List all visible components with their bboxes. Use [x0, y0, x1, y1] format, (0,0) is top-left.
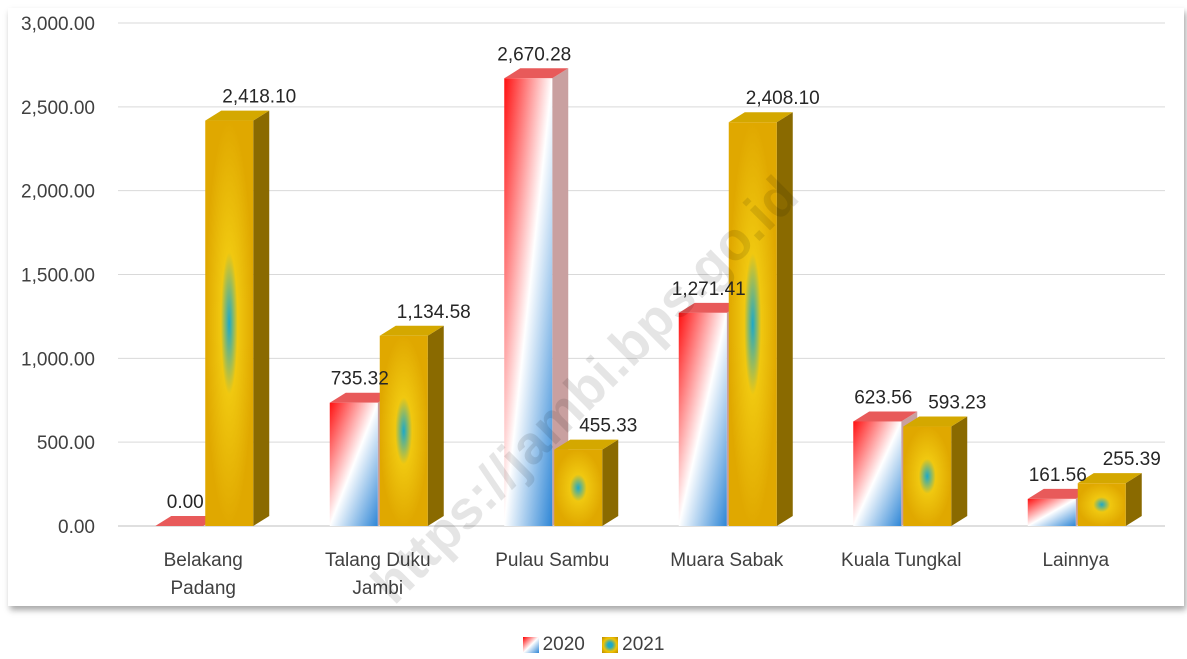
data-label-2021: 455.33: [579, 416, 637, 437]
bar-2021-4: [903, 416, 968, 526]
bar-front: [1027, 498, 1076, 526]
bar-side: [253, 110, 270, 526]
bar-top: [853, 411, 918, 422]
data-label-2021: 255.39: [1103, 449, 1161, 470]
bar-2021-1: [379, 325, 444, 526]
bar-front: [903, 426, 952, 526]
bar-top: [554, 439, 619, 450]
legend-item-2020: 2020: [522, 634, 585, 656]
bar-side: [776, 112, 793, 527]
bar-side: [427, 325, 444, 526]
data-label-2020: 623.56: [854, 387, 912, 408]
bar-front: [554, 449, 603, 526]
y-tick-label: 2,500.00: [21, 98, 95, 119]
bar-2020-0: [155, 516, 220, 526]
bar-front: [678, 312, 727, 526]
data-label-2020: 735.32: [331, 369, 389, 390]
bar-top: [379, 325, 444, 336]
bar-2020-2: [504, 68, 569, 526]
bar-top: [155, 516, 220, 526]
y-tick-label: 1,000.00: [21, 349, 95, 370]
legend-swatch-2020: [522, 637, 539, 653]
bar-top: [728, 112, 793, 123]
category-label: Muara Sabak: [670, 550, 784, 571]
data-label-2020: 1,271.41: [672, 279, 746, 300]
bar-side: [552, 68, 569, 526]
data-label-2020: 2,670.28: [497, 44, 571, 65]
bar-front: [379, 335, 428, 526]
legend-swatch-2021: [602, 637, 619, 653]
y-tick-label: 1,500.00: [21, 266, 95, 287]
bar-front: [329, 402, 378, 526]
category-label: Pulau Sambu: [495, 550, 609, 571]
legend: 2020 2021: [0, 634, 1187, 659]
bar-side: [951, 416, 968, 526]
bar-front: [205, 120, 254, 526]
data-label-2021: 1,134.58: [397, 302, 471, 323]
bar-top: [205, 110, 270, 121]
y-tick-label: 2,000.00: [21, 182, 95, 203]
bar-top: [1077, 473, 1142, 484]
legend-label-2020: 2020: [542, 634, 585, 655]
legend-item-2021: 2021: [602, 634, 664, 656]
data-label-2021: 2,408.10: [746, 88, 820, 109]
category-label: Lainnya: [1042, 550, 1109, 571]
category-label: Kuala Tungkal: [841, 550, 961, 571]
bar-front: [504, 78, 553, 526]
bar-2021-0: [205, 110, 270, 526]
bar-top: [678, 302, 743, 313]
y-tick-label: 0.00: [58, 517, 95, 538]
data-label-2020: 161.56: [1029, 465, 1087, 486]
data-label-2020: 0.00: [167, 492, 204, 513]
bar-2021-2: [554, 439, 619, 526]
category-label: Padang: [170, 578, 236, 599]
bar-front: [1077, 483, 1126, 526]
bar-side: [602, 439, 619, 526]
category-label: Jambi: [352, 578, 403, 599]
bar-side: [1125, 473, 1142, 526]
bar-top: [329, 392, 394, 403]
y-tick-label: 3,000.00: [21, 14, 95, 35]
category-label: Talang Duku: [325, 550, 431, 571]
bar-2021-5: [1077, 473, 1142, 526]
legend-label-2021: 2021: [622, 634, 665, 655]
bar-front: [728, 122, 777, 527]
bar-front: [853, 421, 902, 526]
bar-top: [504, 68, 569, 79]
category-label: Belakang: [164, 550, 243, 571]
data-label-2021: 593.23: [928, 393, 986, 414]
y-tick-label: 500.00: [37, 433, 95, 454]
bar-top: [903, 416, 968, 427]
data-label-2021: 2,418.10: [222, 87, 296, 108]
bar-2021-3: [728, 112, 793, 527]
bar-top: [1027, 488, 1092, 499]
